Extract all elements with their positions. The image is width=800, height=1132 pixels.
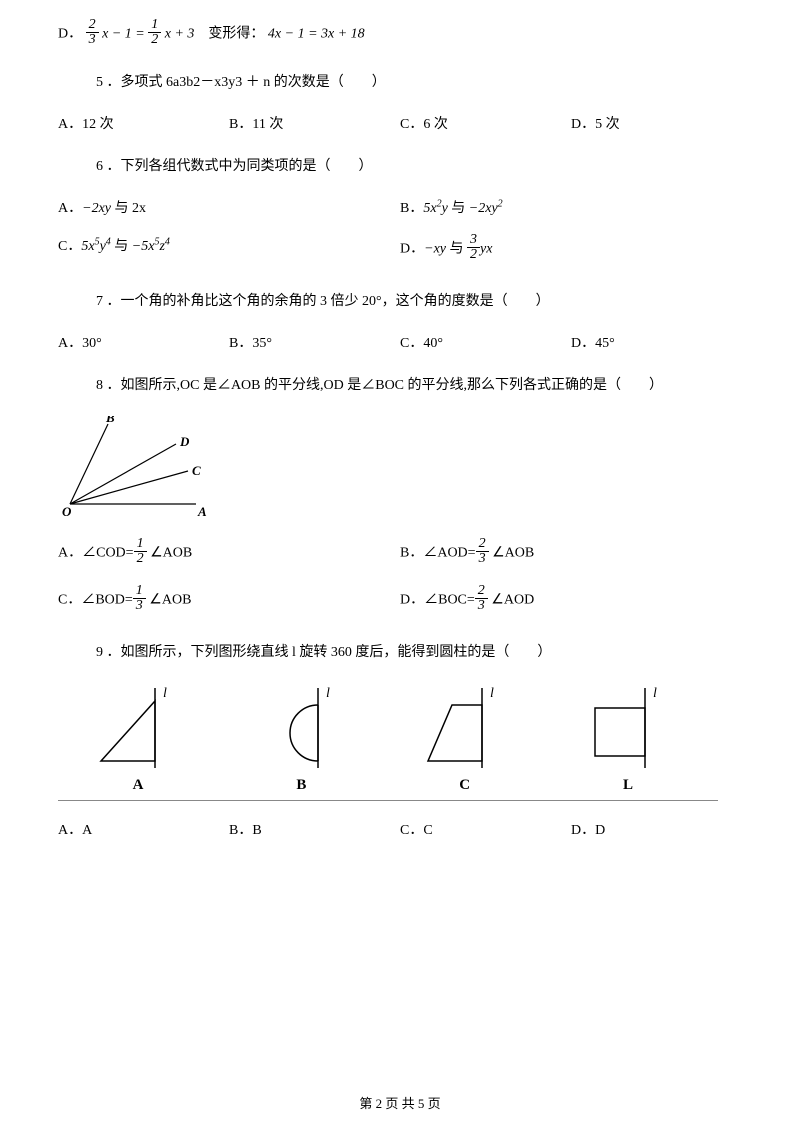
q6-opt-d: D．−xy 与 32yx: [400, 235, 742, 264]
q8-row1: A．∠COD=12 ∠AOB B．∠AOD=23 ∠AOB: [58, 539, 742, 568]
q5-opt-d: D．5 次: [571, 113, 742, 133]
fraction-3-2: 32: [467, 233, 480, 262]
page-footer: 第 2 页 共 5 页: [0, 1093, 800, 1112]
figure-divider: [58, 800, 718, 801]
q5-opt-c: C．6 次: [400, 113, 571, 133]
eq-result: 4x − 1 = 3x + 18: [268, 27, 365, 42]
svg-text:C: C: [192, 463, 201, 478]
q9-options: A．A B．B C．C D．D: [58, 819, 742, 839]
option-d-equation: D． 2 3 x − 1 = 1 2 x + 3 变形得： 4x − 1 = 3…: [58, 20, 742, 49]
opt-d-label: D．: [58, 27, 82, 42]
eq-part2: x + 3: [165, 27, 195, 42]
angle-diagram-svg: O A B CD: [58, 416, 218, 516]
q8-opt-d: D．∠BOC=23 ∠AOD: [400, 586, 742, 615]
q9-opt-a: A．A: [58, 819, 229, 839]
q9-figures: l A l B l C l: [58, 683, 742, 801]
q9-label-c: C: [395, 777, 535, 794]
q7-options: A．30° B．35° C．40° D．45°: [58, 332, 742, 352]
q9-label-a: A: [68, 777, 208, 794]
shape-d-svg: l: [573, 683, 683, 773]
q9-stem: 9 ．如图所示，下列图形绕直线 l 旋转 360 度后，能得到圆柱的是（ ）: [58, 641, 742, 661]
svg-text:l: l: [163, 686, 167, 701]
shape-c-svg: l: [410, 683, 520, 773]
q9-fig-d: l L: [558, 683, 698, 794]
svg-text:l: l: [653, 686, 657, 701]
q6-opt-a: A．−2xy 与 2x: [58, 197, 400, 217]
q5-options: A．12 次 B．11 次 C．6 次 D．5 次: [58, 113, 742, 133]
eq-part1: x − 1 =: [102, 27, 148, 42]
shape-b-svg: l: [246, 683, 356, 773]
q7-opt-d: D．45°: [571, 332, 742, 352]
shape-a-svg: l: [83, 683, 193, 773]
frac-b: 23: [476, 537, 489, 566]
q5-opt-a: A．12 次: [58, 113, 229, 133]
q9-opt-b: B．B: [229, 819, 400, 839]
q6-opt-c: C．5x5y4 与 −5x5z4: [58, 235, 400, 264]
q6-row2: C．5x5y4 与 −5x5z4 D．−xy 与 32yx: [58, 235, 742, 264]
frac-d: 23: [475, 584, 488, 613]
q7-opt-b: B．35°: [229, 332, 400, 352]
q9-opt-c: C．C: [400, 819, 571, 839]
q8-diagram: O A B CD: [58, 416, 742, 521]
svg-text:l: l: [326, 686, 330, 701]
q7-opt-a: A．30°: [58, 332, 229, 352]
q8-stem: 8 ．如图所示,OC 是∠AOB 的平分线,OD 是∠BOC 的平分线,那么下列…: [58, 374, 742, 394]
svg-text:l: l: [490, 686, 494, 701]
svg-text:O: O: [62, 504, 72, 516]
q8-opt-b: B．∠AOD=23 ∠AOB: [400, 539, 742, 568]
frac-c: 13: [133, 584, 146, 613]
q8-opt-a: A．∠COD=12 ∠AOB: [58, 539, 400, 568]
q9-fig-a: l A: [68, 683, 208, 794]
q8-opt-c: C．∠BOD=13 ∠AOB: [58, 586, 400, 615]
svg-text:D: D: [179, 434, 190, 449]
fraction-2-3: 2 3: [86, 18, 99, 47]
q6-opt-b: B．5x2y 与 −2xy2: [400, 197, 742, 217]
q5-opt-b: B．11 次: [229, 113, 400, 133]
q6-row1: A．−2xy 与 2x B．5x2y 与 −2xy2: [58, 197, 742, 217]
q9-label-d: L: [558, 777, 698, 794]
frac-a: 12: [134, 537, 147, 566]
q8-row2: C．∠BOD=13 ∠AOB D．∠BOC=23 ∠AOD: [58, 586, 742, 615]
q9-opt-d: D．D: [571, 819, 742, 839]
q5-stem: 5 ．多项式 6a3b2－x3y3 ＋ n 的次数是（ ）: [58, 71, 742, 91]
q6-stem: 6 ．下列各组代数式中为同类项的是（ ）: [58, 155, 742, 175]
q7-opt-c: C．40°: [400, 332, 571, 352]
svg-text:A: A: [197, 504, 207, 516]
q7-stem: 7 ．一个角的补角比这个角的余角的 3 倍少 20°，这个角的度数是（ ）: [58, 290, 742, 310]
q9-label-b: B: [231, 777, 371, 794]
fraction-1-2: 1 2: [148, 18, 161, 47]
q9-fig-c: l C: [395, 683, 535, 794]
q9-fig-b: l B: [231, 683, 371, 794]
svg-text:B: B: [105, 416, 115, 425]
transform-text: 变形得：: [208, 27, 264, 42]
